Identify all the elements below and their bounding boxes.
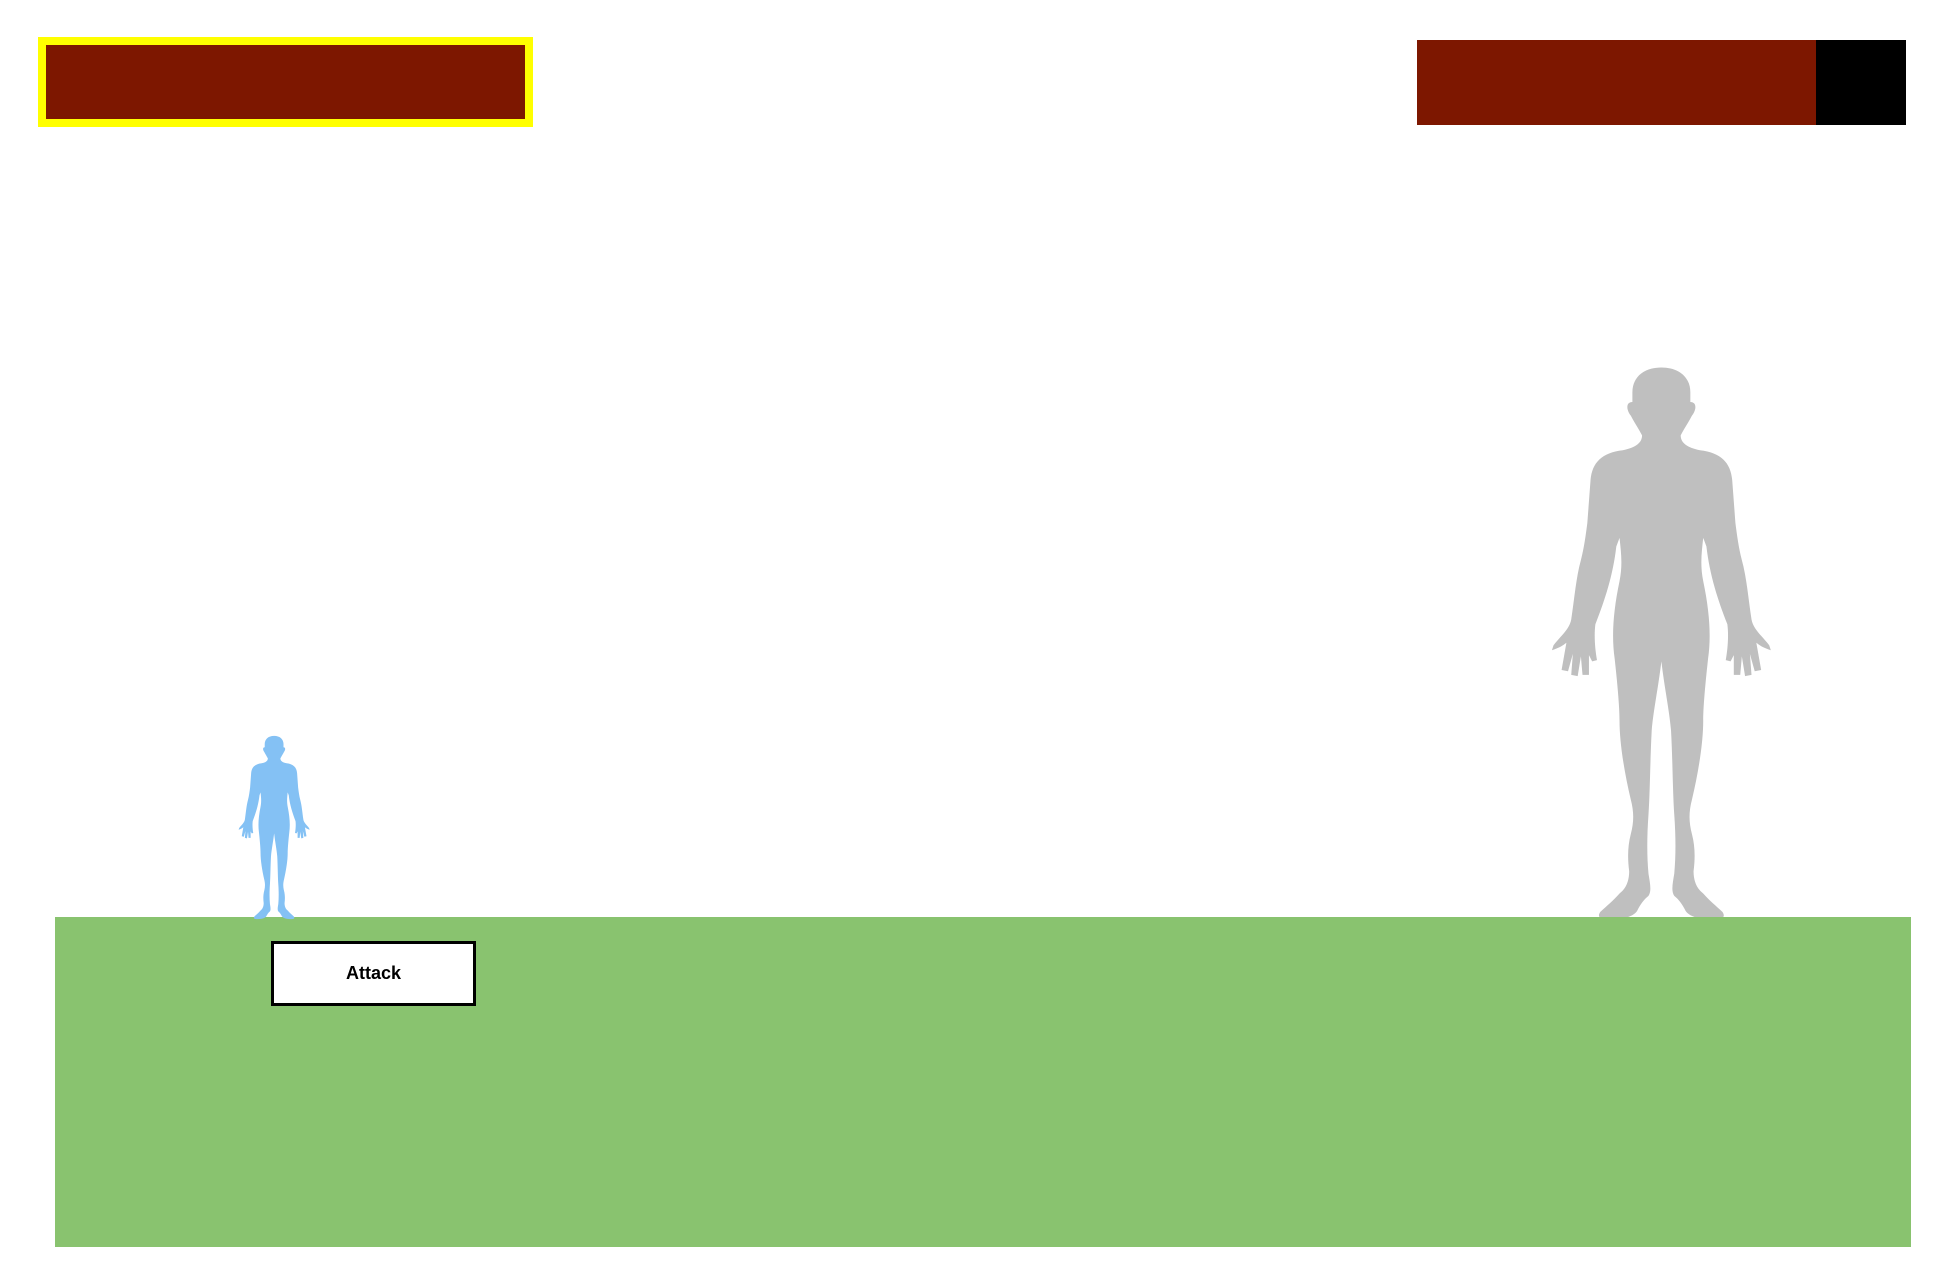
enemy-health-bar [1417,40,1906,125]
player-health-fill [46,45,525,119]
attack-button[interactable]: Attack [271,941,476,1006]
player-character-icon[interactable] [238,735,310,920]
player-health-bar [38,37,533,127]
enemy-character-icon[interactable] [1550,365,1772,922]
enemy-health-fill [1417,40,1816,125]
